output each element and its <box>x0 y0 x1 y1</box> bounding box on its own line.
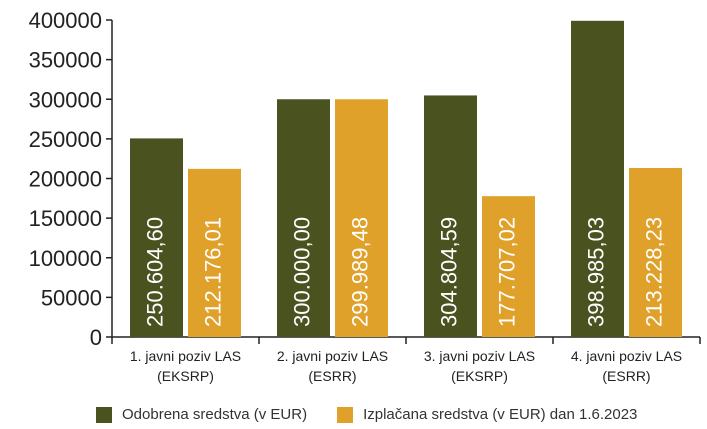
legend-swatch-izplacana <box>337 406 354 423</box>
x-tick-label: (ESRR) <box>308 368 356 384</box>
legend: Odobrena sredstva (v EUR) Izplačana sred… <box>96 406 637 423</box>
y-tick-label: 100000 <box>29 246 102 271</box>
x-tick-label: 3. javni poziv LAS <box>424 348 535 364</box>
x-tick-label: (EKSRP) <box>451 368 508 384</box>
y-tick-label: 0 <box>90 325 102 350</box>
y-tick-label: 400000 <box>29 8 102 33</box>
x-tick-label: 1. javni poziv LAS <box>130 348 241 364</box>
y-tick-label: 200000 <box>29 167 102 192</box>
x-tick-label: (EKSRP) <box>157 368 214 384</box>
x-tick-label: 2. javni poziv LAS <box>277 348 388 364</box>
y-tick-label: 300000 <box>29 87 102 112</box>
bar-data-label: 304.804,59 <box>436 217 461 327</box>
bar-data-label: 398.985,03 <box>583 217 608 327</box>
y-tick-label: 250000 <box>29 127 102 152</box>
bar <box>482 196 535 337</box>
bar <box>277 99 330 337</box>
bar <box>424 95 477 338</box>
x-tick-label: (ESRR) <box>602 368 650 384</box>
bar <box>629 168 682 337</box>
legend-swatch-odobrena <box>96 406 112 423</box>
bar <box>130 138 183 337</box>
bar <box>188 168 241 337</box>
legend-label-odobrena: Odobrena sredstva (v EUR) <box>122 406 308 423</box>
bar-data-label: 213.228,23 <box>641 217 666 327</box>
y-tick-label: 350000 <box>29 48 102 73</box>
legend-item-izplacana: Izplačana sredstva (v EUR) dan 1.6.2023 <box>337 406 637 423</box>
bar <box>335 99 388 338</box>
legend-item-odobrena: Odobrena sredstva (v EUR) <box>96 406 307 423</box>
bar-data-label: 177.707,02 <box>494 217 519 327</box>
bar-data-label: 299.989,48 <box>347 217 372 327</box>
legend-label-izplacana: Izplačana sredstva (v EUR) dan 1.6.2023 <box>363 406 638 423</box>
bar-data-label: 212.176,01 <box>200 217 225 327</box>
bar <box>571 20 624 338</box>
y-tick-label: 150000 <box>29 206 102 231</box>
bar-data-label: 300.000,00 <box>289 217 314 327</box>
x-tick-label: 4. javni poziv LAS <box>571 348 682 364</box>
y-tick-label: 50000 <box>41 285 102 310</box>
bar-data-label: 250.604,60 <box>142 217 167 327</box>
